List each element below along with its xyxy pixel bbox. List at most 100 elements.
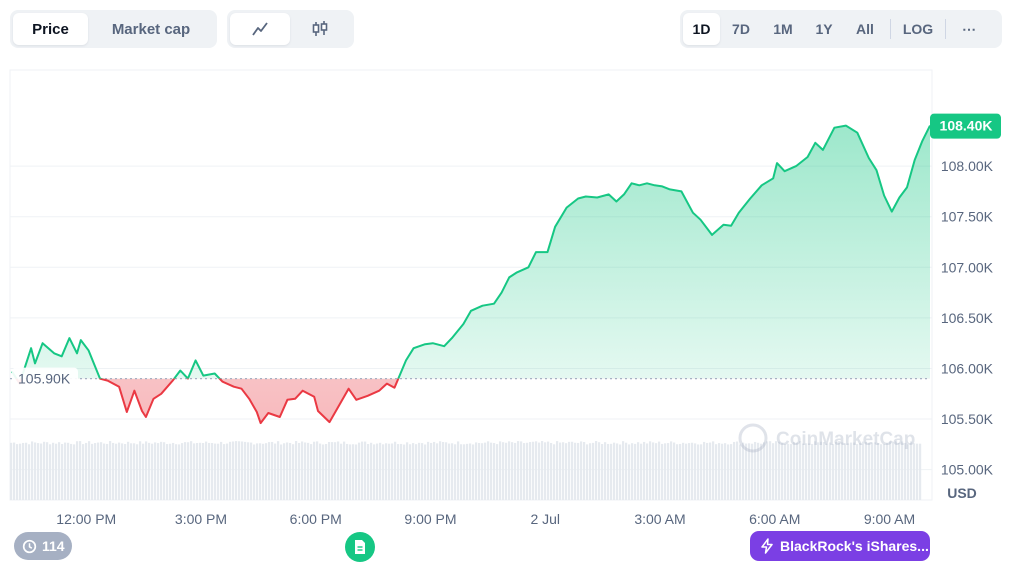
volume-bar	[118, 442, 121, 500]
volume-bar	[355, 444, 358, 500]
volume-bar	[577, 442, 580, 500]
range-1m-button[interactable]: 1M	[773, 21, 793, 37]
candlestick-button[interactable]	[290, 13, 350, 45]
volume-bar	[724, 443, 727, 500]
volume-bar	[109, 441, 112, 500]
log-scale-button[interactable]: LOG	[902, 21, 934, 37]
volume-bar	[916, 443, 919, 500]
market-cap-tab[interactable]: Market cap	[111, 20, 191, 38]
volume-bar	[598, 442, 601, 500]
volume-bar	[292, 444, 295, 500]
volume-bar	[382, 444, 385, 500]
volume-bar	[643, 441, 646, 500]
volume-bar	[301, 441, 304, 500]
news-event-marker[interactable]: BlackRock's iShares...	[750, 531, 930, 561]
volume-bar	[154, 442, 157, 500]
volume-bar	[886, 443, 889, 500]
volume-bar	[844, 443, 847, 500]
volume-bar	[784, 444, 787, 500]
volume-bar	[70, 443, 73, 500]
volume-bar	[682, 442, 685, 500]
volume-bar	[199, 442, 202, 500]
volume-bar	[127, 441, 130, 500]
line-chart-button[interactable]	[230, 13, 290, 45]
volume-bar	[685, 443, 688, 500]
volume-bar	[832, 444, 835, 500]
volume-bar	[388, 443, 391, 500]
volume-bar	[601, 443, 604, 500]
more-options-button[interactable]: ⋯	[962, 20, 976, 37]
volume-bar	[493, 443, 496, 500]
volume-bar	[121, 443, 124, 500]
range-1y-button[interactable]: 1Y	[815, 21, 833, 37]
volume-bar	[646, 443, 649, 500]
volume-bar	[655, 443, 658, 500]
range-1d-button[interactable]: 1D	[683, 13, 720, 45]
volume-bar	[571, 441, 574, 500]
volume-bar	[331, 442, 334, 500]
volume-bar	[664, 443, 667, 500]
volume-bar	[880, 444, 883, 500]
volume-bar	[883, 444, 886, 500]
range-all-button[interactable]: All	[856, 21, 874, 37]
volume-bar	[37, 443, 40, 500]
range-7d-button[interactable]: 7D	[732, 21, 750, 37]
volume-bar	[502, 442, 505, 500]
volume-bar	[490, 442, 493, 500]
volume-bar	[889, 441, 892, 500]
event-history-button[interactable]: 114	[14, 532, 72, 560]
volume-bar	[166, 444, 169, 500]
volume-bar	[193, 443, 196, 500]
volume-bar	[202, 442, 205, 500]
volume-bar	[760, 443, 763, 500]
volume-bar	[286, 442, 289, 500]
volume-bar	[205, 441, 208, 500]
volume-bar	[805, 443, 808, 500]
volume-bar	[430, 442, 433, 500]
volume-bar	[130, 443, 133, 500]
volume-bar	[562, 442, 565, 500]
volume-bar	[175, 444, 178, 500]
volume-bar	[187, 442, 190, 500]
volume-bar	[826, 443, 829, 500]
volume-bar	[115, 443, 118, 500]
volume-bar	[463, 444, 466, 500]
volume-bar	[241, 441, 244, 500]
volume-bar	[718, 443, 721, 500]
volume-bar	[865, 441, 868, 500]
volume-bar	[841, 442, 844, 500]
volume-bar	[532, 441, 535, 500]
volume-bar	[793, 441, 796, 500]
current-price-badge: 108.40K	[930, 113, 1001, 139]
volume-bar	[340, 443, 343, 500]
volume-bar	[304, 442, 307, 500]
volume-bar	[790, 444, 793, 500]
volume-bar	[721, 443, 724, 500]
y-tick-label: 107.50K	[941, 209, 994, 225]
volume-bar	[370, 442, 373, 500]
volume-bar	[280, 444, 283, 500]
volume-bar	[757, 442, 760, 500]
volume-bar	[565, 443, 568, 500]
volume-bar	[466, 443, 469, 500]
x-axis: 12:00 PM 3:00 PM 6:00 PM 9:00 PM 2 Jul 3:00 A…	[56, 511, 915, 527]
volume-bar	[67, 442, 70, 500]
volume-bar	[859, 443, 862, 500]
volume-bar	[412, 443, 415, 500]
volume-bar	[103, 443, 106, 500]
volume-bar	[274, 443, 277, 500]
volume-bar	[307, 442, 310, 500]
volume-bar	[73, 444, 76, 500]
volume-bar	[907, 444, 910, 500]
volume-bar	[520, 441, 523, 500]
volume-bar	[82, 444, 85, 500]
current-badge-background	[930, 113, 1001, 139]
volume-bar	[139, 441, 142, 500]
volume-bar	[178, 444, 181, 500]
price-tab[interactable]: Price	[13, 13, 88, 45]
volume-bar	[136, 444, 139, 500]
document-event-marker[interactable]	[345, 532, 375, 562]
volume-bar	[337, 441, 340, 500]
volume-bar	[46, 442, 49, 500]
volume-bar	[34, 442, 37, 500]
